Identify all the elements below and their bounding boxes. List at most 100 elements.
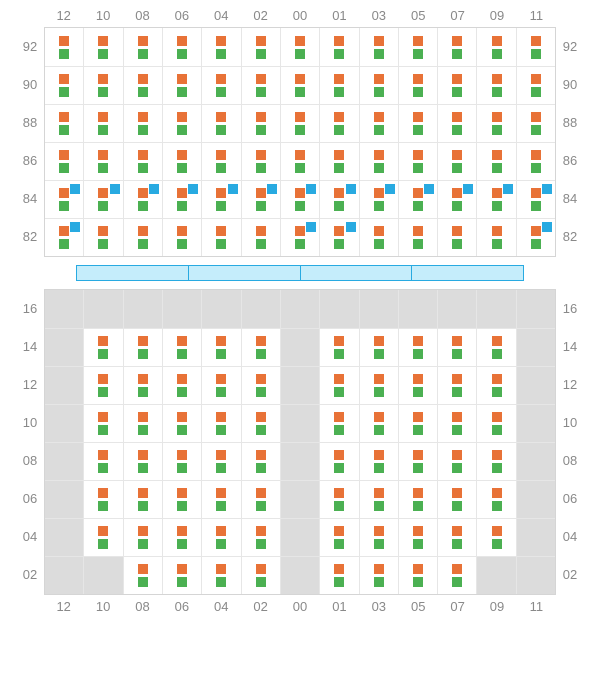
seat-cell[interactable] — [437, 443, 476, 480]
seat-cell[interactable] — [162, 367, 201, 404]
seat-cell[interactable] — [398, 67, 437, 104]
seat-cell[interactable] — [45, 143, 83, 180]
seat-cell[interactable] — [319, 67, 358, 104]
seat-cell[interactable] — [437, 481, 476, 518]
seat-cell[interactable] — [201, 143, 240, 180]
seat-cell[interactable] — [241, 143, 280, 180]
seat-cell[interactable] — [476, 143, 515, 180]
seat-cell[interactable] — [437, 219, 476, 256]
seat-cell[interactable] — [437, 367, 476, 404]
seat-cell[interactable] — [437, 105, 476, 142]
seat-cell[interactable] — [398, 405, 437, 442]
seat-cell[interactable] — [476, 28, 515, 66]
seat-cell[interactable] — [476, 329, 515, 366]
seat-cell[interactable] — [516, 28, 555, 66]
seat-cell[interactable] — [201, 557, 240, 594]
seat-cell[interactable] — [123, 481, 162, 518]
seat-cell[interactable] — [123, 219, 162, 256]
seat-cell[interactable] — [398, 181, 437, 218]
seat-cell[interactable] — [359, 67, 398, 104]
seat-cell[interactable] — [476, 443, 515, 480]
seat-cell[interactable] — [201, 443, 240, 480]
seat-cell[interactable] — [280, 219, 319, 256]
seat-cell[interactable] — [162, 28, 201, 66]
seat-cell[interactable] — [437, 329, 476, 366]
seat-cell[interactable] — [359, 557, 398, 594]
seat-cell[interactable] — [398, 481, 437, 518]
seat-cell[interactable] — [241, 105, 280, 142]
seat-cell[interactable] — [516, 143, 555, 180]
seat-cell[interactable] — [162, 181, 201, 218]
seat-cell[interactable] — [162, 443, 201, 480]
seat-cell[interactable] — [437, 67, 476, 104]
seat-cell[interactable] — [476, 219, 515, 256]
seat-cell[interactable] — [241, 481, 280, 518]
seat-cell[interactable] — [319, 443, 358, 480]
seat-cell[interactable] — [201, 329, 240, 366]
seat-cell[interactable] — [201, 28, 240, 66]
seat-cell[interactable] — [516, 181, 555, 218]
seat-cell[interactable] — [319, 481, 358, 518]
seat-cell[interactable] — [83, 219, 122, 256]
seat-cell[interactable] — [398, 367, 437, 404]
seat-cell[interactable] — [201, 481, 240, 518]
seat-cell[interactable] — [319, 28, 358, 66]
seat-cell[interactable] — [83, 28, 122, 66]
seat-cell[interactable] — [476, 405, 515, 442]
seat-cell[interactable] — [201, 405, 240, 442]
seat-cell[interactable] — [398, 219, 437, 256]
seat-cell[interactable] — [123, 443, 162, 480]
seat-cell[interactable] — [280, 28, 319, 66]
seat-cell[interactable] — [241, 519, 280, 556]
seat-cell[interactable] — [123, 519, 162, 556]
seat-cell[interactable] — [359, 329, 398, 366]
seat-cell[interactable] — [476, 181, 515, 218]
seat-cell[interactable] — [201, 367, 240, 404]
seat-cell[interactable] — [437, 405, 476, 442]
seat-cell[interactable] — [201, 519, 240, 556]
seat-cell[interactable] — [241, 219, 280, 256]
seat-cell[interactable] — [359, 28, 398, 66]
seat-cell[interactable] — [359, 105, 398, 142]
seat-cell[interactable] — [437, 181, 476, 218]
seat-cell[interactable] — [241, 329, 280, 366]
seat-cell[interactable] — [123, 329, 162, 366]
seat-cell[interactable] — [201, 181, 240, 218]
seat-cell[interactable] — [45, 28, 83, 66]
seat-cell[interactable] — [201, 67, 240, 104]
seat-cell[interactable] — [319, 519, 358, 556]
seat-cell[interactable] — [437, 557, 476, 594]
seat-cell[interactable] — [241, 67, 280, 104]
seat-cell[interactable] — [359, 143, 398, 180]
seat-cell[interactable] — [398, 105, 437, 142]
seat-cell[interactable] — [319, 557, 358, 594]
seat-cell[interactable] — [359, 481, 398, 518]
seat-cell[interactable] — [319, 367, 358, 404]
seat-cell[interactable] — [45, 105, 83, 142]
seat-cell[interactable] — [476, 519, 515, 556]
seat-cell[interactable] — [123, 557, 162, 594]
seat-cell[interactable] — [319, 181, 358, 218]
seat-cell[interactable] — [319, 219, 358, 256]
seat-cell[interactable] — [516, 67, 555, 104]
seat-cell[interactable] — [241, 443, 280, 480]
seat-cell[interactable] — [319, 405, 358, 442]
seat-cell[interactable] — [123, 405, 162, 442]
seat-cell[interactable] — [476, 67, 515, 104]
seat-cell[interactable] — [162, 329, 201, 366]
seat-cell[interactable] — [83, 329, 122, 366]
seat-cell[interactable] — [162, 105, 201, 142]
seat-cell[interactable] — [319, 143, 358, 180]
seat-cell[interactable] — [359, 519, 398, 556]
seat-cell[interactable] — [476, 481, 515, 518]
seat-cell[interactable] — [162, 67, 201, 104]
seat-cell[interactable] — [45, 67, 83, 104]
seat-cell[interactable] — [83, 181, 122, 218]
seat-cell[interactable] — [162, 143, 201, 180]
seat-cell[interactable] — [83, 143, 122, 180]
seat-cell[interactable] — [162, 557, 201, 594]
seat-cell[interactable] — [359, 181, 398, 218]
seat-cell[interactable] — [516, 105, 555, 142]
seat-cell[interactable] — [241, 557, 280, 594]
seat-cell[interactable] — [359, 405, 398, 442]
